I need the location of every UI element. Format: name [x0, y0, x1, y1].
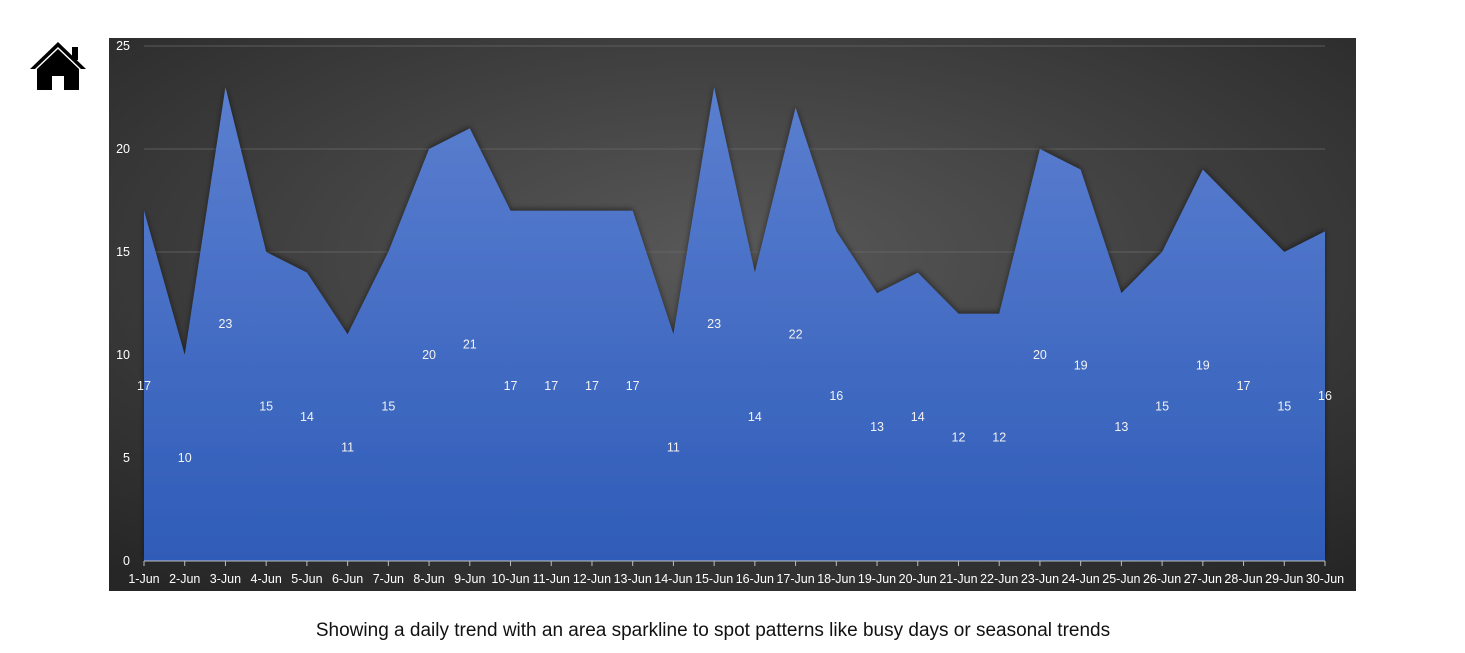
x-tick-label: 12-Jun: [573, 572, 611, 586]
data-label: 17: [1237, 379, 1251, 393]
x-tick-label: 23-Jun: [1021, 572, 1059, 586]
data-label: 15: [1155, 400, 1169, 414]
x-tick-label: 10-Jun: [491, 572, 529, 586]
chart-caption: Showing a daily trend with an area spark…: [315, 620, 1111, 641]
x-tick-label: 28-Jun: [1224, 572, 1262, 586]
data-label: 17: [626, 379, 640, 393]
x-tick-label: 14-Jun: [654, 572, 692, 586]
data-label: 19: [1074, 358, 1088, 372]
data-label: 22: [789, 327, 803, 341]
data-label: 11: [667, 441, 680, 455]
x-tick-label: 1-Jun: [128, 572, 159, 586]
data-label: 11: [341, 441, 354, 455]
data-label: 23: [707, 317, 721, 331]
data-label: 16: [1318, 389, 1332, 403]
x-tick-label: 2-Jun: [169, 572, 200, 586]
y-tick-label: 0: [123, 554, 130, 568]
data-label: 17: [585, 379, 599, 393]
y-tick-label: 5: [123, 451, 130, 465]
x-tick-label: 19-Jun: [858, 572, 896, 586]
x-tick-label: 8-Jun: [413, 572, 444, 586]
x-tick-label: 24-Jun: [1062, 572, 1100, 586]
home-button[interactable]: [28, 38, 88, 94]
chart-canvas: 0 5 10 15 20 25 1-Jun 2-Jun 3-Jun 4-Jun 5-Jun 6-Ju…: [109, 38, 1356, 591]
data-label: 14: [300, 410, 314, 424]
data-label: 15: [1277, 400, 1291, 414]
data-label: 19: [1196, 358, 1210, 372]
y-tick-label: 15: [116, 245, 130, 259]
data-label: 14: [748, 410, 762, 424]
data-label: 13: [1114, 420, 1128, 434]
data-label: 16: [829, 389, 843, 403]
x-tick-label: 7-Jun: [373, 572, 404, 586]
x-tick-label: 18-Jun: [817, 572, 855, 586]
y-tick-label: 25: [116, 39, 130, 53]
x-tick-label: 22-Jun: [980, 572, 1018, 586]
home-icon: [30, 42, 86, 90]
x-tick-label: 13-Jun: [614, 572, 652, 586]
x-tick-label: 26-Jun: [1143, 572, 1181, 586]
x-tick-label: 4-Jun: [251, 572, 282, 586]
data-label: 15: [259, 400, 273, 414]
data-label: 17: [544, 379, 558, 393]
x-tick-label: 30-Jun: [1306, 572, 1344, 586]
data-label: 21: [463, 338, 477, 352]
data-label: 12: [952, 430, 966, 444]
x-tick-label: 15-Jun: [695, 572, 733, 586]
x-tick-label: 9-Jun: [454, 572, 485, 586]
x-tick-label: 16-Jun: [736, 572, 774, 586]
data-label: 10: [178, 451, 192, 465]
x-tick-label: 29-Jun: [1265, 572, 1303, 586]
data-label: 17: [504, 379, 518, 393]
x-tick-label: 5-Jun: [291, 572, 322, 586]
data-label: 12: [992, 430, 1006, 444]
data-label: 17: [137, 379, 151, 393]
x-tick-label: 27-Jun: [1184, 572, 1222, 586]
x-tick-label: 17-Jun: [776, 572, 814, 586]
x-tick-label: 20-Jun: [899, 572, 937, 586]
x-tick-label: 25-Jun: [1102, 572, 1140, 586]
data-label: 23: [218, 317, 232, 331]
area-series: [144, 87, 1325, 561]
y-tick-label: 10: [116, 348, 130, 362]
x-tick-label: 11-Jun: [533, 572, 570, 586]
x-tick-label: 6-Jun: [332, 572, 363, 586]
y-tick-label: 20: [116, 142, 130, 156]
x-tick-label: 21-Jun: [939, 572, 977, 586]
data-label: 20: [1033, 348, 1047, 362]
x-tick-label: 3-Jun: [210, 572, 241, 586]
area-chart: 0 5 10 15 20 25 1-Jun 2-Jun 3-Jun 4-Jun 5-Jun 6-Ju…: [109, 38, 1356, 591]
data-label: 15: [381, 400, 395, 414]
data-label: 13: [870, 420, 884, 434]
data-label: 20: [422, 348, 436, 362]
data-label: 14: [911, 410, 925, 424]
